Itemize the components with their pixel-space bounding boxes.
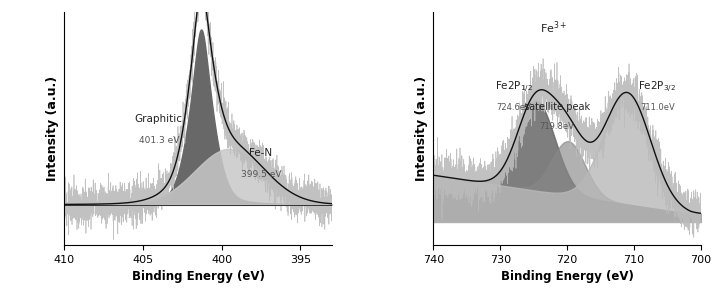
Text: satellite peak: satellite peak — [524, 102, 590, 112]
Text: 399.5 eV: 399.5 eV — [241, 170, 281, 179]
Text: Fe-N: Fe-N — [250, 148, 272, 158]
Text: 711.0eV: 711.0eV — [640, 103, 675, 112]
X-axis label: Binding Energy (eV): Binding Energy (eV) — [132, 271, 265, 283]
Text: Fe$^{3+}$: Fe$^{3+}$ — [540, 19, 568, 36]
Text: 401.3 eV: 401.3 eV — [139, 136, 179, 146]
Text: 719.8eV: 719.8eV — [540, 122, 574, 131]
Y-axis label: Intensity (a.u.): Intensity (a.u.) — [415, 76, 428, 181]
X-axis label: Binding Energy (eV): Binding Energy (eV) — [500, 271, 633, 283]
Text: Fe2P$_{3/2}$: Fe2P$_{3/2}$ — [638, 80, 676, 94]
Text: Graphitic: Graphitic — [134, 115, 183, 124]
Y-axis label: Intensity (a.u.): Intensity (a.u.) — [46, 76, 59, 181]
Text: Fe2P$_{1/2}$: Fe2P$_{1/2}$ — [495, 80, 533, 94]
Text: 724.6eV: 724.6eV — [496, 103, 531, 112]
